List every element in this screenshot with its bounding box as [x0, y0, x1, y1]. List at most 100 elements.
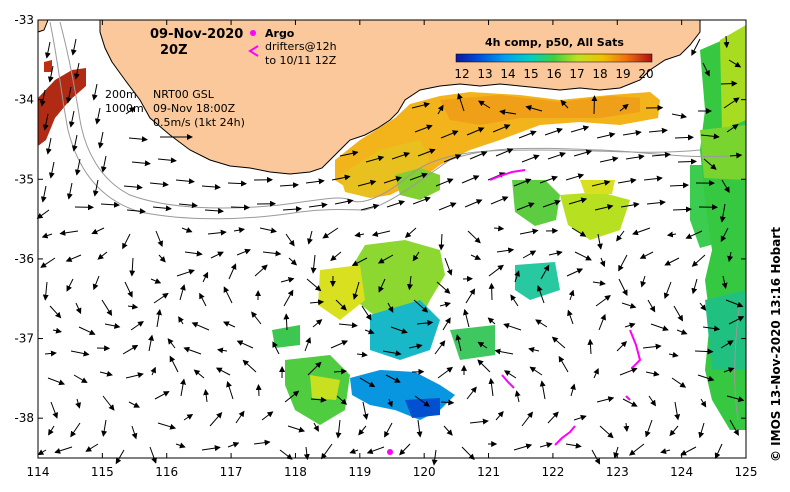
- current-arrow: [181, 227, 193, 233]
- current-arrow: [387, 302, 394, 313]
- current-arrow: [560, 99, 569, 109]
- current-arrow: [651, 151, 671, 158]
- current-arrow: [49, 305, 62, 319]
- current-arrow: [242, 359, 257, 373]
- current-arrow: [519, 228, 539, 235]
- current-arrow: [437, 366, 454, 379]
- current-arrow: [303, 446, 310, 461]
- scale-label: 0.5m/s (1kt 24h): [153, 116, 245, 129]
- current-arrow: [364, 328, 375, 335]
- current-arrow: [215, 367, 231, 376]
- current-arrow: [287, 425, 306, 433]
- current-arrow: [521, 411, 534, 427]
- current-arrow: [338, 322, 358, 329]
- current-arrow: [66, 278, 74, 292]
- current-arrow: [674, 134, 694, 141]
- current-arrow: [407, 275, 413, 291]
- current-arrow: [591, 179, 611, 187]
- current-arrow: [272, 341, 280, 355]
- current-arrow: [40, 257, 56, 268]
- current-arrow: [102, 395, 115, 411]
- argo-float[interactable]: [387, 449, 393, 455]
- current-arrow: [568, 197, 588, 205]
- current-arrow: [621, 302, 637, 309]
- current-arrow: [128, 136, 148, 143]
- current-arrow: [570, 125, 590, 133]
- current-arrow: [499, 109, 517, 116]
- current-arrow: [487, 317, 496, 325]
- current-arrow: [383, 176, 403, 184]
- lat-tick-label: -38: [14, 411, 34, 425]
- current-arrow: [313, 422, 319, 432]
- current-arrow: [183, 413, 194, 421]
- current-arrow: [100, 201, 120, 208]
- current-arrow: [312, 319, 323, 328]
- colorbar-tick-label: 14: [500, 67, 515, 81]
- current-arrow: [618, 278, 628, 296]
- current-arrow: [306, 278, 322, 292]
- current-arrow: [357, 179, 377, 187]
- current-arrow: [115, 449, 125, 465]
- current-arrow: [723, 97, 740, 109]
- current-arrow: [253, 439, 271, 446]
- current-arrow: [513, 443, 533, 451]
- current-arrow: [101, 419, 108, 437]
- current-arrow: [728, 59, 742, 68]
- current-arrow: [596, 233, 603, 250]
- current-arrow: [59, 229, 79, 236]
- current-arrow: [65, 254, 82, 262]
- drifter-track: [625, 395, 631, 401]
- current-arrow: [255, 384, 262, 397]
- current-arrow: [199, 292, 207, 307]
- current-arrow: [416, 419, 423, 438]
- current-arrow: [91, 83, 98, 101]
- current-arrow: [719, 203, 726, 223]
- current-arrow: [126, 208, 146, 215]
- current-arrow: [412, 251, 420, 262]
- sst-patch-yellowgreen-2: [580, 180, 615, 194]
- drifter-legend-line2: to 10/11 12Z: [265, 54, 337, 67]
- current-arrow: [702, 62, 710, 77]
- current-arrow: [184, 250, 203, 257]
- current-arrow: [322, 227, 339, 239]
- current-arrow: [414, 124, 433, 133]
- current-arrow: [230, 204, 250, 211]
- lat-tick-label: -35: [14, 172, 34, 186]
- current-arrow: [412, 196, 431, 205]
- current-arrow: [125, 372, 144, 379]
- current-arrow: [565, 173, 585, 181]
- current-arrow: [339, 150, 359, 157]
- current-arrow: [669, 425, 679, 437]
- drifter-track: [554, 425, 576, 446]
- current-arrow: [233, 227, 245, 234]
- drifter-legend-line1: drifters@12h: [265, 40, 337, 53]
- current-arrow: [729, 419, 739, 436]
- current-arrow: [254, 264, 268, 277]
- current-arrow: [204, 207, 224, 214]
- colorbar-tick-label: 18: [592, 67, 607, 81]
- current-arrow: [594, 204, 614, 211]
- current-arrow: [646, 199, 666, 206]
- current-arrow: [674, 401, 681, 421]
- current-arrow: [157, 422, 177, 430]
- current-arrow: [331, 174, 351, 181]
- current-arrow: [92, 179, 99, 197]
- axis-ticks: 114 115 116 117 118 119 120 121 122 123 124 125 -33 -…: [14, 13, 757, 479]
- current-arrow: [516, 202, 535, 211]
- current-arrow: [443, 425, 453, 436]
- current-arrow: [334, 198, 354, 205]
- current-arrow: [494, 348, 514, 355]
- current-arrow: [440, 399, 455, 406]
- current-arrow: [44, 41, 51, 59]
- current-arrow: [587, 338, 594, 355]
- current-arrow: [42, 281, 49, 301]
- current-arrow: [463, 308, 470, 328]
- current-arrow: [97, 131, 104, 149]
- current-arrow: [361, 305, 372, 321]
- lon-tick-label: 123: [606, 465, 629, 479]
- lon-tick-label: 115: [91, 465, 114, 479]
- current-arrow: [431, 449, 438, 466]
- current-arrow: [122, 344, 139, 355]
- current-arrow: [619, 367, 638, 376]
